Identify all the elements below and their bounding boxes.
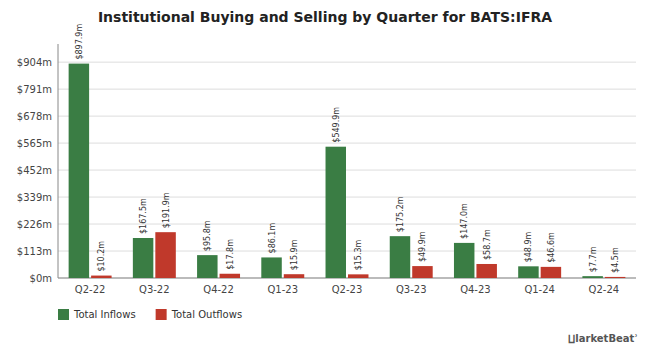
x-tick-label: Q1-23 — [267, 284, 298, 295]
bar — [582, 276, 602, 278]
bar — [91, 276, 111, 278]
data-label: $58.7m — [483, 229, 492, 260]
bar — [348, 274, 368, 278]
y-tick-label: $0m — [30, 273, 52, 284]
data-label: $4.5m — [611, 247, 620, 273]
bar — [390, 236, 410, 278]
y-tick-label: $452m — [17, 165, 52, 176]
bar — [261, 257, 281, 278]
x-axis: Q2-22 Q3-22 Q4-22 Q1-23 Q2-23 Q3-23 Q4-23 Q1-24… — [75, 284, 619, 295]
data-label: $86.1m — [268, 223, 277, 254]
data-label: $48.9m — [524, 231, 533, 262]
bar — [69, 64, 89, 278]
x-tick-label: Q1-24 — [524, 284, 555, 295]
bar — [605, 277, 625, 278]
legend-label: Total Outflows — [171, 309, 242, 320]
y-tick-label: $904m — [17, 57, 52, 68]
data-label: $549.9m — [332, 107, 341, 143]
data-label: $46.6m — [547, 232, 556, 263]
bar — [412, 266, 432, 278]
x-tick-label: Q3-23 — [396, 284, 427, 295]
bar — [541, 267, 561, 278]
legend-swatch — [156, 309, 167, 320]
bar — [133, 238, 153, 278]
x-tick-label: Q4-23 — [460, 284, 491, 295]
bar — [284, 274, 304, 278]
grid-line — [58, 143, 636, 144]
data-label: $175.2m — [396, 196, 405, 232]
data-label: $167.5m — [139, 198, 148, 234]
title: Institutional Buying and Selling by Quar… — [98, 9, 552, 25]
data-label: $15.3m — [354, 239, 363, 270]
grid-line — [58, 89, 636, 90]
data-labels: $897.9m $167.5m $95.8m $86.1m $549.9m $175.2m… — [75, 24, 620, 273]
bar — [197, 255, 217, 278]
bar — [454, 243, 474, 278]
y-tick-label: $113m — [17, 246, 52, 257]
y-tick-label: $678m — [17, 111, 52, 122]
y-tick-label: $565m — [17, 138, 52, 149]
y-axis-line — [58, 44, 59, 278]
data-label: $147.0m — [460, 203, 469, 239]
bar — [155, 232, 175, 278]
x-tick-label: Q2-23 — [332, 284, 363, 295]
annotation: ⨿larketBeatʾ — [568, 333, 638, 344]
data-label: $10.2m — [97, 241, 106, 272]
chart: Institutional Buying and Selling by Quar… — [0, 0, 650, 350]
data-label: $15.9m — [290, 239, 299, 270]
bar — [326, 147, 346, 278]
legend-swatch — [58, 309, 69, 320]
data-label: $95.8m — [203, 220, 212, 251]
bar — [476, 264, 496, 278]
grid-line — [58, 197, 636, 198]
legend: Total Inflows Total Outflows — [58, 309, 242, 320]
data-label: $17.8m — [226, 239, 235, 270]
grid-line — [58, 62, 636, 63]
x-tick-label: Q3-22 — [139, 284, 170, 295]
x-tick-label: Q2-24 — [589, 284, 620, 295]
data-label: $897.9m — [75, 24, 84, 60]
x-tick-label: Q4-22 — [203, 284, 234, 295]
legend-label: Total Inflows — [73, 309, 136, 320]
y-tick-label: $791m — [17, 84, 52, 95]
data-label: $7.7m — [589, 246, 598, 272]
bar — [518, 266, 538, 278]
bar — [220, 274, 240, 278]
bars — [69, 64, 626, 278]
data-label: $49.9m — [418, 231, 427, 262]
grid-line — [58, 170, 636, 171]
data-label: $191.9m — [162, 192, 171, 228]
grid-line — [58, 116, 636, 117]
y-axis: $0m $113m $226m $339m $452m $565m $678m $791m $9… — [17, 57, 636, 284]
x-tick-label: Q2-22 — [75, 284, 106, 295]
y-tick-label: $339m — [17, 192, 52, 203]
y-tick-label: $226m — [17, 219, 52, 230]
